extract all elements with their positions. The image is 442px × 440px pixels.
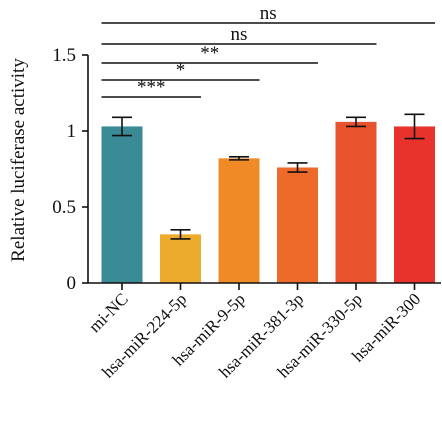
significance-label: *	[176, 60, 186, 81]
y-axis-title: Relative luciferase activity	[8, 58, 29, 262]
significance-label: ns	[231, 24, 248, 45]
significance-label: ***	[137, 77, 166, 98]
bar	[160, 234, 201, 283]
bar	[335, 121, 377, 283]
y-tick-label: 1	[67, 121, 77, 142]
significance-label: **	[200, 43, 219, 64]
bar	[277, 167, 318, 283]
y-tick-label: 1.5	[52, 45, 76, 66]
bar	[394, 126, 435, 283]
y-tick-label: 0.5	[52, 197, 76, 218]
bar	[218, 158, 260, 283]
significance-label: ns	[260, 3, 277, 24]
x-tick-label: mi-NC	[85, 289, 132, 336]
plot-area: 00.511.5mi-NChsa-miR-224-5phsa-miR-9-5ph…	[52, 3, 441, 382]
bar	[101, 126, 143, 283]
y-tick-label: 0	[67, 273, 77, 294]
